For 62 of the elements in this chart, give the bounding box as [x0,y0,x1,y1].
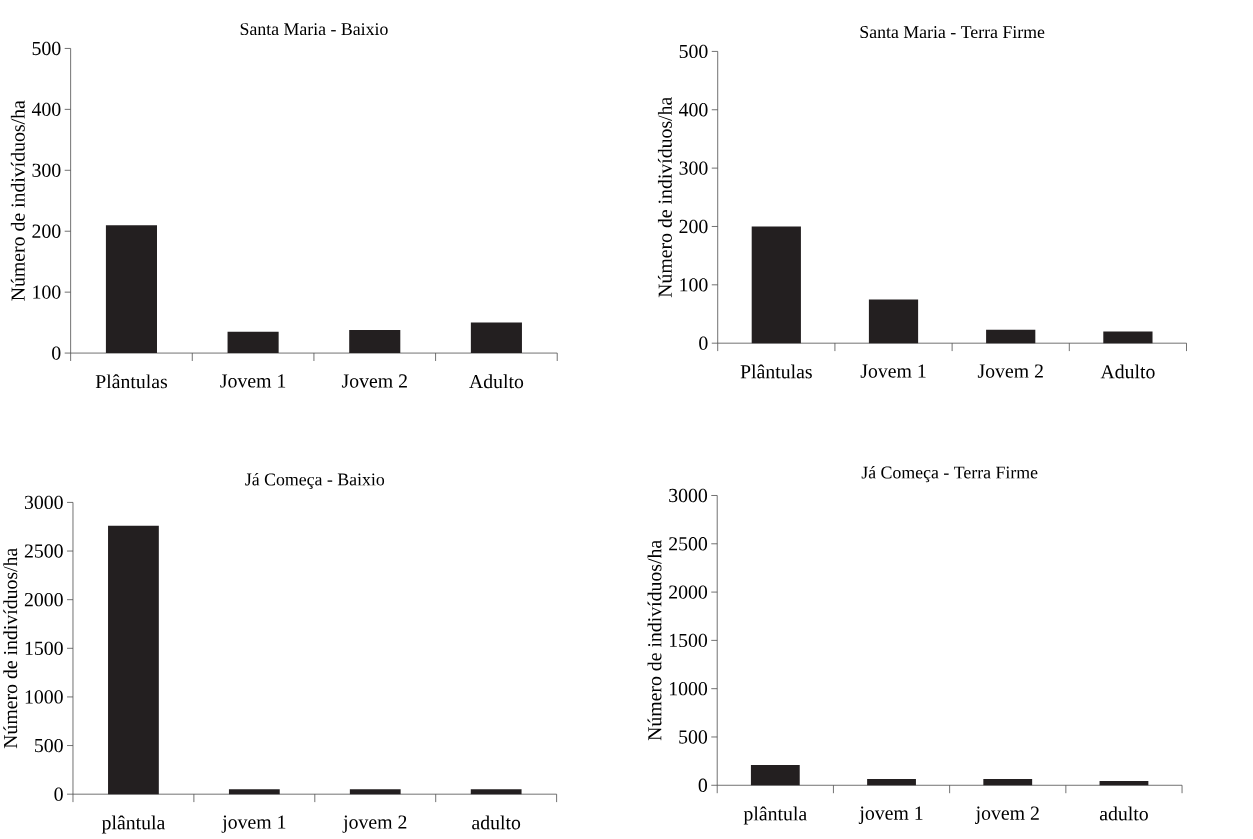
bar [868,299,919,344]
y-tick-label: 500 [679,730,708,744]
bar [349,330,401,354]
y-tick-label: 0 [699,336,708,351]
y-tick-label: 100 [680,278,708,292]
x-tick-label: Jovem 1 [220,374,286,388]
y-tick-label: 3000 [669,488,708,503]
y-tick-label: 0 [698,778,708,793]
y-tick-label: 1500 [25,641,63,656]
y-tick-label: 300 [32,163,61,178]
bar [470,322,522,354]
x-tick-label: Plântulas [95,374,168,389]
y-axis-title: Número de indivíduos/ha [647,540,662,741]
chart-title: Já Começa - Baixio [245,473,385,490]
x-tick-label: Adulto [1100,364,1155,379]
bar [986,329,1036,344]
chart-title: Já Começa - Terra Firme [861,466,1038,483]
y-tick-label: 0 [52,346,61,360]
bar [105,225,157,354]
x-tick-label: plântula [743,806,807,825]
bar [750,765,800,786]
bar [983,779,1033,786]
y-tick-label: 2500 [24,544,63,558]
y-tick-label: 400 [679,103,708,117]
y-tick-label: 0 [54,787,63,802]
bar [1099,781,1149,786]
y-tick-label: 100 [33,285,61,299]
bar [751,226,801,344]
y-tick-label: 500 [679,44,708,59]
x-tick-label: jovem 2 [342,815,407,833]
y-tick-label: 2000 [24,593,63,607]
y-axis-title: Número de indivíduos/ha [10,100,25,301]
chart-title: Santa Maria - Baixio [240,23,388,36]
y-tick-label: 1000 [669,682,708,696]
x-tick-label: Jovem 2 [977,364,1043,378]
y-axis-title: Número de indivíduos/ha [3,548,18,749]
y-axis-title: Número de indivíduos/ha [657,97,672,298]
y-tick-label: 500 [32,41,61,56]
x-tick-label: adulto [472,815,521,830]
x-tick-label: Jovem 2 [341,374,407,388]
x-tick-label: Jovem 1 [860,364,926,378]
y-tick-label: 1500 [669,633,708,648]
chart-title: Santa Maria - Terra Firme [860,26,1045,39]
bar [227,331,279,354]
x-tick-label: Plântulas [740,364,812,379]
x-tick-label: Adulto [469,374,524,389]
bar [1103,331,1153,344]
y-tick-label: 500 [35,739,63,753]
y-tick-label: 3000 [24,495,63,510]
y-tick-label: 300 [679,161,708,175]
y-tick-label: 1000 [25,690,63,704]
bar [867,779,916,786]
x-tick-label: jovem 1 [221,815,286,833]
y-tick-label: 400 [31,102,61,117]
x-tick-label: jovem 1 [858,806,923,825]
x-tick-label: adulto [1099,806,1148,821]
x-tick-label: jovem 2 [975,806,1039,825]
y-tick-label: 2500 [669,537,708,551]
y-tick-label: 200 [32,224,61,239]
y-tick-label: 2000 [669,585,708,599]
x-tick-label: plântula [101,815,166,834]
y-tick-label: 200 [679,219,708,234]
